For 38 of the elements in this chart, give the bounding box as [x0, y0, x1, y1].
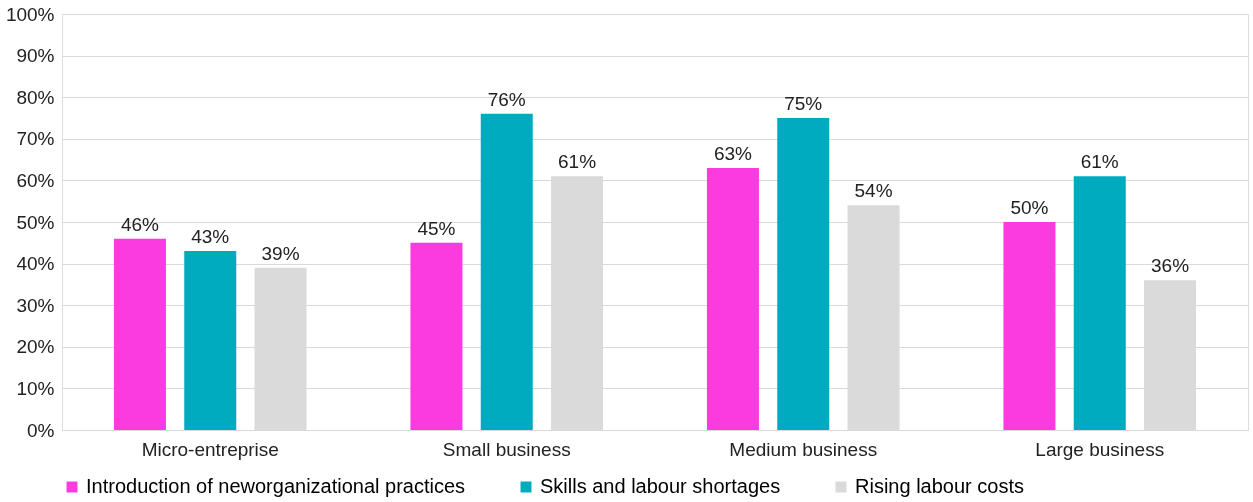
bar	[1003, 222, 1056, 430]
data-label: 63%	[713, 142, 753, 164]
bar	[113, 238, 166, 430]
y-tick-label: 30%	[16, 294, 55, 316]
x-tick-label: Micro-entreprise	[141, 438, 279, 460]
data-label: 43%	[191, 226, 230, 248]
data-label: 76%	[487, 88, 526, 110]
legend-label: Rising labour costs	[855, 475, 1024, 497]
bar	[410, 242, 463, 430]
data-label: 75%	[784, 93, 823, 114]
bar	[184, 251, 237, 430]
data-label: 61%	[1080, 151, 1119, 173]
y-tick-label: 50%	[16, 211, 55, 233]
legend-label: Skills and labour shortages	[540, 475, 781, 497]
bar	[706, 167, 759, 430]
bar	[1073, 176, 1126, 430]
data-label: 61%	[558, 151, 597, 173]
y-tick-label: 100%	[5, 3, 55, 25]
data-label: 45%	[417, 217, 456, 239]
bar	[777, 118, 830, 430]
data-label: 39%	[261, 242, 300, 264]
y-tick-label: 10%	[16, 377, 55, 399]
y-tick-label: 40%	[16, 253, 55, 275]
data-label: 54%	[854, 180, 893, 202]
y-tick-label: 0%	[27, 419, 55, 441]
bar	[480, 113, 533, 430]
y-tick-label: 80%	[16, 86, 55, 108]
y-tick-label: 70%	[16, 128, 55, 150]
data-label: 50%	[1010, 197, 1049, 218]
data-label: 36%	[1151, 255, 1190, 277]
x-tick-label: Large business	[1035, 438, 1165, 460]
x-tick-label: Medium business	[729, 438, 878, 460]
y-tick-label: 60%	[16, 169, 55, 191]
x-tick-label: Small business	[442, 438, 571, 460]
data-label: 46%	[120, 213, 160, 235]
y-tick-label: 90%	[16, 45, 55, 67]
legend-label: Introduction of neworganizational practices	[86, 475, 466, 497]
y-tick-label: 20%	[16, 336, 55, 358]
